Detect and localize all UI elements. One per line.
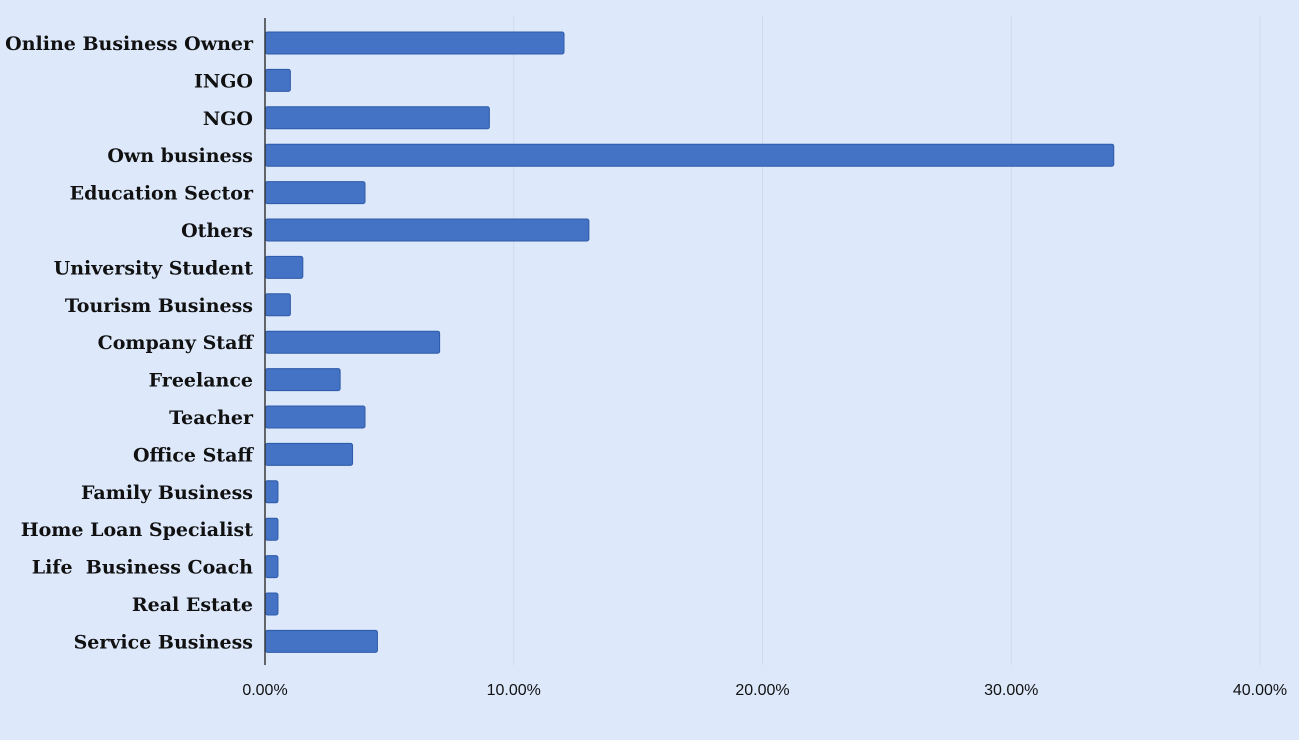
category-label-ngo: NGO — [203, 108, 253, 130]
bar-education-sector — [265, 181, 366, 205]
bar-teacher — [265, 405, 366, 429]
category-label-company-staff: Company Staff — [98, 332, 255, 354]
category-label-life-business-coach: Life Business Coach — [32, 557, 253, 579]
bar-ngo — [265, 106, 490, 130]
bar-company-staff — [265, 330, 441, 354]
bar-family-business — [265, 480, 279, 504]
category-label-office-staff: Office Staff — [133, 444, 254, 466]
category-labels: Online Business Owner INGO NGO Own business… — [5, 33, 254, 653]
x-tick-label: 10.00% — [487, 682, 541, 699]
bar-tourism-business — [265, 293, 291, 317]
bar-university-student — [265, 255, 304, 279]
bars — [265, 31, 1115, 653]
category-label-teacher: Teacher — [169, 407, 254, 429]
x-tick-labels: 0.00% 10.00% 20.00% 30.00% 40.00% — [242, 682, 1287, 699]
category-label-freelance: Freelance — [149, 370, 253, 392]
category-label-family-business: Family Business — [81, 482, 253, 504]
bar-others — [265, 218, 590, 242]
x-tick-label: 40.00% — [1233, 682, 1287, 699]
category-label-real-estate: Real Estate — [132, 594, 253, 616]
bar-office-staff — [265, 442, 354, 466]
category-label-online-business-owner: Online Business Owner — [5, 33, 254, 55]
bar-real-estate — [265, 592, 279, 616]
category-label-own-business: Own business — [107, 145, 253, 167]
gridlines — [513, 16, 1261, 665]
category-label-education-sector: Education Sector — [70, 183, 254, 205]
x-tick-label: 20.00% — [735, 682, 789, 699]
category-label-home-loan-specialist: Home Loan Specialist — [21, 519, 254, 541]
bar-online-business-owner — [265, 31, 565, 55]
category-label-university-student: University Student — [54, 257, 254, 279]
category-label-service-business: Service Business — [74, 631, 253, 653]
bar-life-business-coach — [265, 555, 279, 579]
bar-service-business — [265, 629, 378, 653]
bar-freelance — [265, 368, 341, 392]
x-tick-label: 30.00% — [984, 682, 1038, 699]
bar-home-loan-specialist — [265, 517, 279, 541]
x-tick-label: 0.00% — [242, 682, 287, 699]
category-label-others: Others — [181, 220, 253, 242]
category-label-ingo: INGO — [194, 70, 253, 92]
bar-ingo — [265, 68, 291, 92]
bar-own-business — [265, 143, 1115, 167]
category-label-tourism-business: Tourism Business — [65, 295, 253, 317]
